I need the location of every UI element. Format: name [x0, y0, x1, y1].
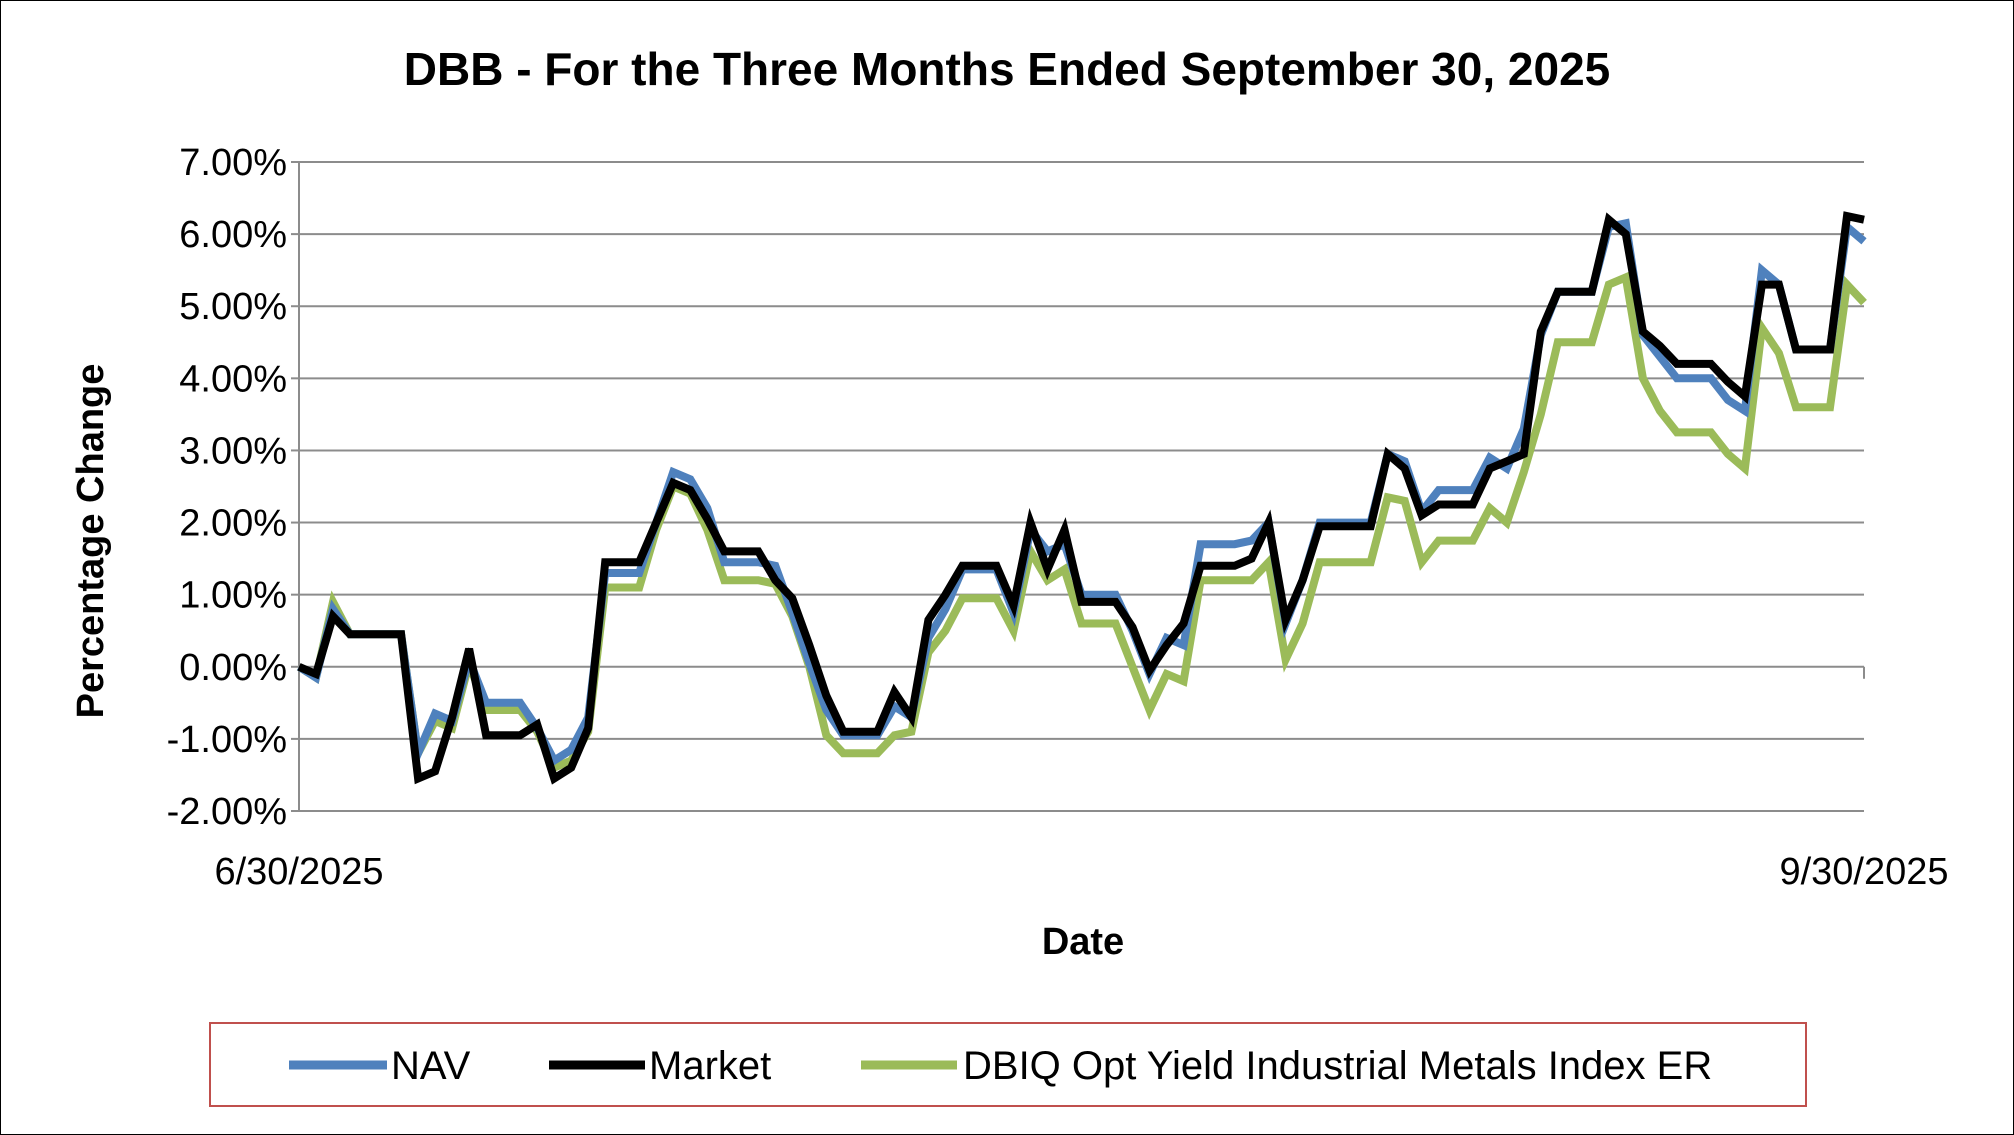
x-tick-label-end: 9/30/2025 — [1779, 851, 1948, 893]
legend-label-market: Market — [649, 1044, 771, 1088]
legend-label-dbiq-opt-yield-industrial-metals-index-er: DBIQ Opt Yield Industrial Metals Index E… — [963, 1044, 1712, 1088]
y-tick-label: 4.00% — [179, 358, 287, 400]
y-tick-label: 5.00% — [179, 286, 287, 328]
y-tick-label: 2.00% — [179, 503, 287, 545]
y-tick-label: -1.00% — [167, 719, 287, 761]
series-line-market — [297, 211, 1865, 785]
y-tick-labels: 7.00% 6.00% 5.00% 4.00% 3.00% 2.00% 1.00% 0.00%… — [167, 142, 287, 833]
gridlines — [299, 161, 1864, 812]
series-lines — [296, 211, 1867, 785]
y-tick-label: 6.00% — [179, 214, 287, 256]
legend-label-nav: NAV — [391, 1044, 471, 1088]
x-tick-label-start: 6/30/2025 — [214, 851, 383, 893]
y-tick-label: 7.00% — [179, 142, 287, 184]
chart-title: DBB - For the Three Months Ended Septemb… — [404, 43, 1610, 95]
legend-items: NAV Market DBIQ Opt Yield Industrial Metal… — [289, 1044, 1712, 1088]
series-line-dbiq-opt-yield-industrial-metals-index-er — [296, 271, 1867, 773]
y-tick-label: 0.00% — [179, 647, 287, 689]
axes — [291, 161, 1865, 812]
legend-box — [209, 1022, 1807, 1107]
y-tick-label: -2.00% — [167, 791, 287, 833]
y-axis-title: Percentage Change — [70, 364, 112, 719]
legend: NAV Market DBIQ Opt Yield Industrial Metal… — [209, 1022, 1807, 1107]
x-axis-title: Date — [1042, 921, 1124, 963]
y-tick-label: 1.00% — [179, 575, 287, 617]
y-tick-label: 3.00% — [179, 430, 287, 472]
x-tick-labels: 6/30/2025 9/30/2025 — [214, 851, 1948, 893]
